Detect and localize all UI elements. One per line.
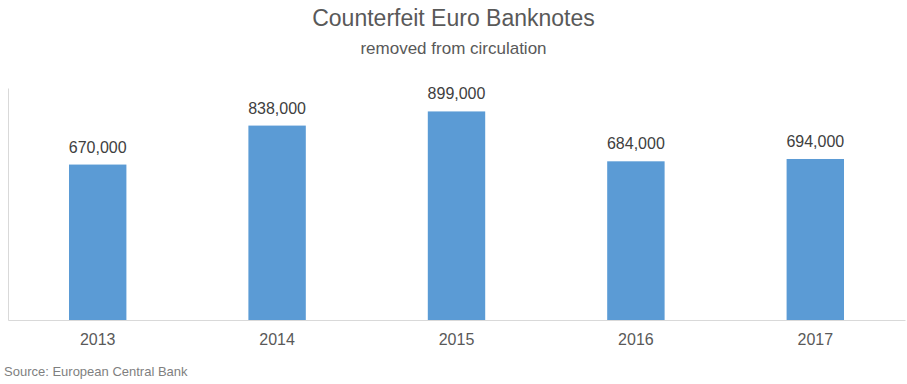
x-tick: 2016 (618, 331, 654, 348)
data-label: 899,000 (428, 85, 486, 102)
bar (787, 159, 844, 320)
bar (248, 126, 305, 320)
bar (428, 111, 485, 320)
subtitle: removed from circulation (360, 39, 546, 58)
bar (607, 161, 664, 320)
title: Counterfeit Euro Banknotes (312, 5, 595, 31)
x-tick: 2013 (80, 331, 116, 348)
x-tick: 2015 (439, 331, 475, 348)
data-labels: 670,000 838,000 899,000 684,000 694,000 (69, 85, 845, 155)
y-axis-line (8, 89, 9, 321)
data-label: 684,000 (607, 135, 665, 152)
x-axis-line (9, 320, 906, 321)
chart: Counterfeit Euro Banknotes removed from c… (0, 0, 907, 384)
x-tick-label: 2015 (439, 331, 475, 348)
source: Source: European Central Bank (4, 364, 188, 379)
data-label: 670,000 (69, 139, 127, 156)
x-tick-label: 2017 (798, 331, 834, 348)
x-axis: 2013 2014 2015 2016 2017 (9, 321, 906, 349)
bar (69, 165, 126, 320)
data-label: 838,000 (248, 100, 306, 117)
data-label: 694,000 (786, 133, 844, 150)
x-tick-label: 2013 (80, 331, 116, 348)
y-axis (8, 89, 9, 321)
x-tick: 2014 (259, 331, 295, 348)
x-tick-label: 2014 (259, 331, 295, 348)
x-tick-label: 2016 (618, 331, 654, 348)
x-tick: 2017 (798, 331, 834, 348)
bars (69, 111, 844, 320)
